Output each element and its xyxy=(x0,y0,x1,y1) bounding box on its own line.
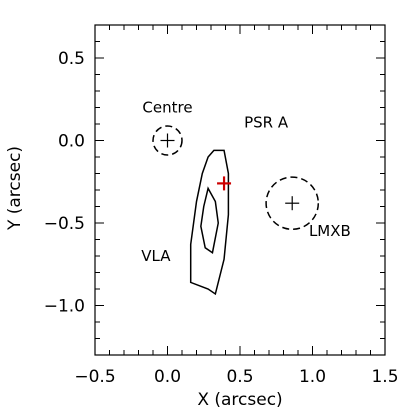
x-tick-label: 0.0 xyxy=(154,367,181,387)
y-tick-label: 0.0 xyxy=(58,132,85,152)
error-circle-centre xyxy=(152,125,183,156)
y-tick-label: 0.5 xyxy=(58,49,85,69)
vla-contour-outer xyxy=(189,149,230,296)
x-axis-label: X (arcsec) xyxy=(197,390,282,410)
x-tick-label: 0.5 xyxy=(226,367,253,387)
labels-layer: −0.5 0.0 0.5 1.0 1.5 0.5 0.0 −0.5 −1.0 VLA Centre L… xyxy=(44,49,399,387)
plot-frame-layer xyxy=(94,24,386,356)
error-circle-lmxb xyxy=(265,176,320,231)
marker-label-lmxb: LMXB xyxy=(309,222,351,240)
axis-ticks-layer xyxy=(94,24,386,356)
marker-label-psr-a: PSR A xyxy=(244,113,289,131)
x-tick-label: 1.5 xyxy=(371,367,398,387)
vla-label: VLA xyxy=(141,247,171,265)
y-tick-label: −1.0 xyxy=(44,297,85,317)
marker-label-centre: Centre xyxy=(142,98,192,116)
data-layer xyxy=(152,125,320,296)
plot-frame xyxy=(94,24,386,356)
vla-contour-inner xyxy=(200,186,220,254)
x-tick-label: 1.0 xyxy=(299,367,326,387)
x-tick-label: −0.5 xyxy=(74,367,115,387)
y-axis-label: Y (arcsec) xyxy=(5,146,25,231)
y-tick-label: −0.5 xyxy=(44,214,85,234)
